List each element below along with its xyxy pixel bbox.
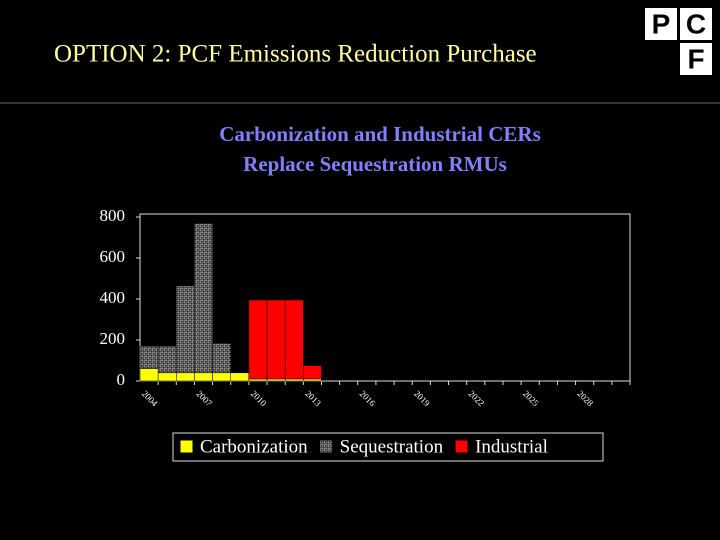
legend-label: Carbonization — [200, 436, 308, 457]
bar-segment — [303, 378, 322, 382]
bar-segment — [266, 299, 286, 380]
bar-segment — [139, 345, 159, 369]
logo-box — [680, 8, 712, 40]
y-tick-label: 800 — [100, 206, 126, 225]
legend-label: Industrial — [475, 436, 548, 457]
bar-segment — [139, 368, 159, 382]
y-tick-label: 200 — [100, 329, 126, 348]
bar-segment — [266, 378, 286, 382]
bar-segment — [230, 372, 250, 382]
bar-segment — [157, 345, 177, 374]
bar-segment — [194, 372, 213, 382]
legend — [172, 432, 604, 462]
legend-swatch — [319, 439, 334, 454]
legend-swatch — [454, 439, 469, 454]
bar-segment — [212, 342, 231, 374]
logo-box — [645, 8, 677, 40]
logo-box — [680, 43, 712, 75]
bar-segment — [248, 299, 268, 380]
y-tick-label: 600 — [100, 247, 126, 266]
logo-letter: F — [687, 43, 704, 74]
y-tick-label: 0 — [117, 370, 126, 389]
logo-letter: C — [686, 8, 706, 39]
chart-subtitle: Replace Sequestration RMUs — [243, 152, 507, 176]
bar-segment — [284, 299, 304, 380]
bar-segment — [248, 378, 268, 382]
bar-segment — [212, 372, 231, 382]
bar-segment — [303, 365, 322, 380]
bar-segment — [194, 222, 213, 374]
legend-label: Sequestration — [340, 436, 444, 457]
logo-letter: P — [652, 8, 671, 39]
legend-swatch — [179, 439, 194, 454]
chart-title: Carbonization and Industrial CERs — [219, 122, 541, 146]
y-tick-label: 400 — [100, 288, 126, 307]
bar-segment — [157, 372, 177, 382]
bar-segment — [176, 285, 195, 374]
logo: P C F — [645, 8, 712, 75]
slide-title: OPTION 2: PCF Emissions Reduction Purcha… — [54, 41, 537, 68]
bar-segment — [284, 378, 304, 382]
bar-segment — [176, 372, 195, 382]
